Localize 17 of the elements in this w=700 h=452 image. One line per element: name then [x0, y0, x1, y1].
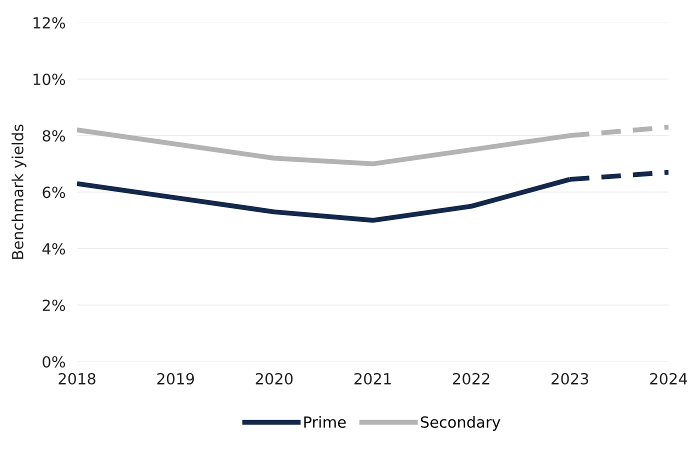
y-tick-label: 8% [42, 130, 66, 142]
y-tick-label: 12% [34, 17, 66, 29]
x-tick-label: 2024 [650, 372, 688, 385]
legend-label: Prime [304, 416, 346, 428]
y-tick-label: 2% [42, 300, 66, 312]
x-tick-label: 2023 [552, 372, 588, 385]
x-tick-label: 2021 [354, 372, 391, 385]
y-tick-label: 10% [34, 74, 66, 86]
legend-label: Secondary [420, 416, 500, 431]
x-tick-label: 2020 [256, 372, 293, 385]
y-tick-label: 4% [42, 243, 66, 255]
y-tick-label: 6% [42, 186, 66, 198]
y-axis-title: Benchmark yields [12, 124, 26, 259]
x-tick-label: 2022 [453, 372, 490, 385]
y-tick-label: 0% [42, 356, 66, 368]
x-tick-label: 2019 [157, 372, 194, 385]
x-tick-label: 2018 [58, 372, 96, 385]
